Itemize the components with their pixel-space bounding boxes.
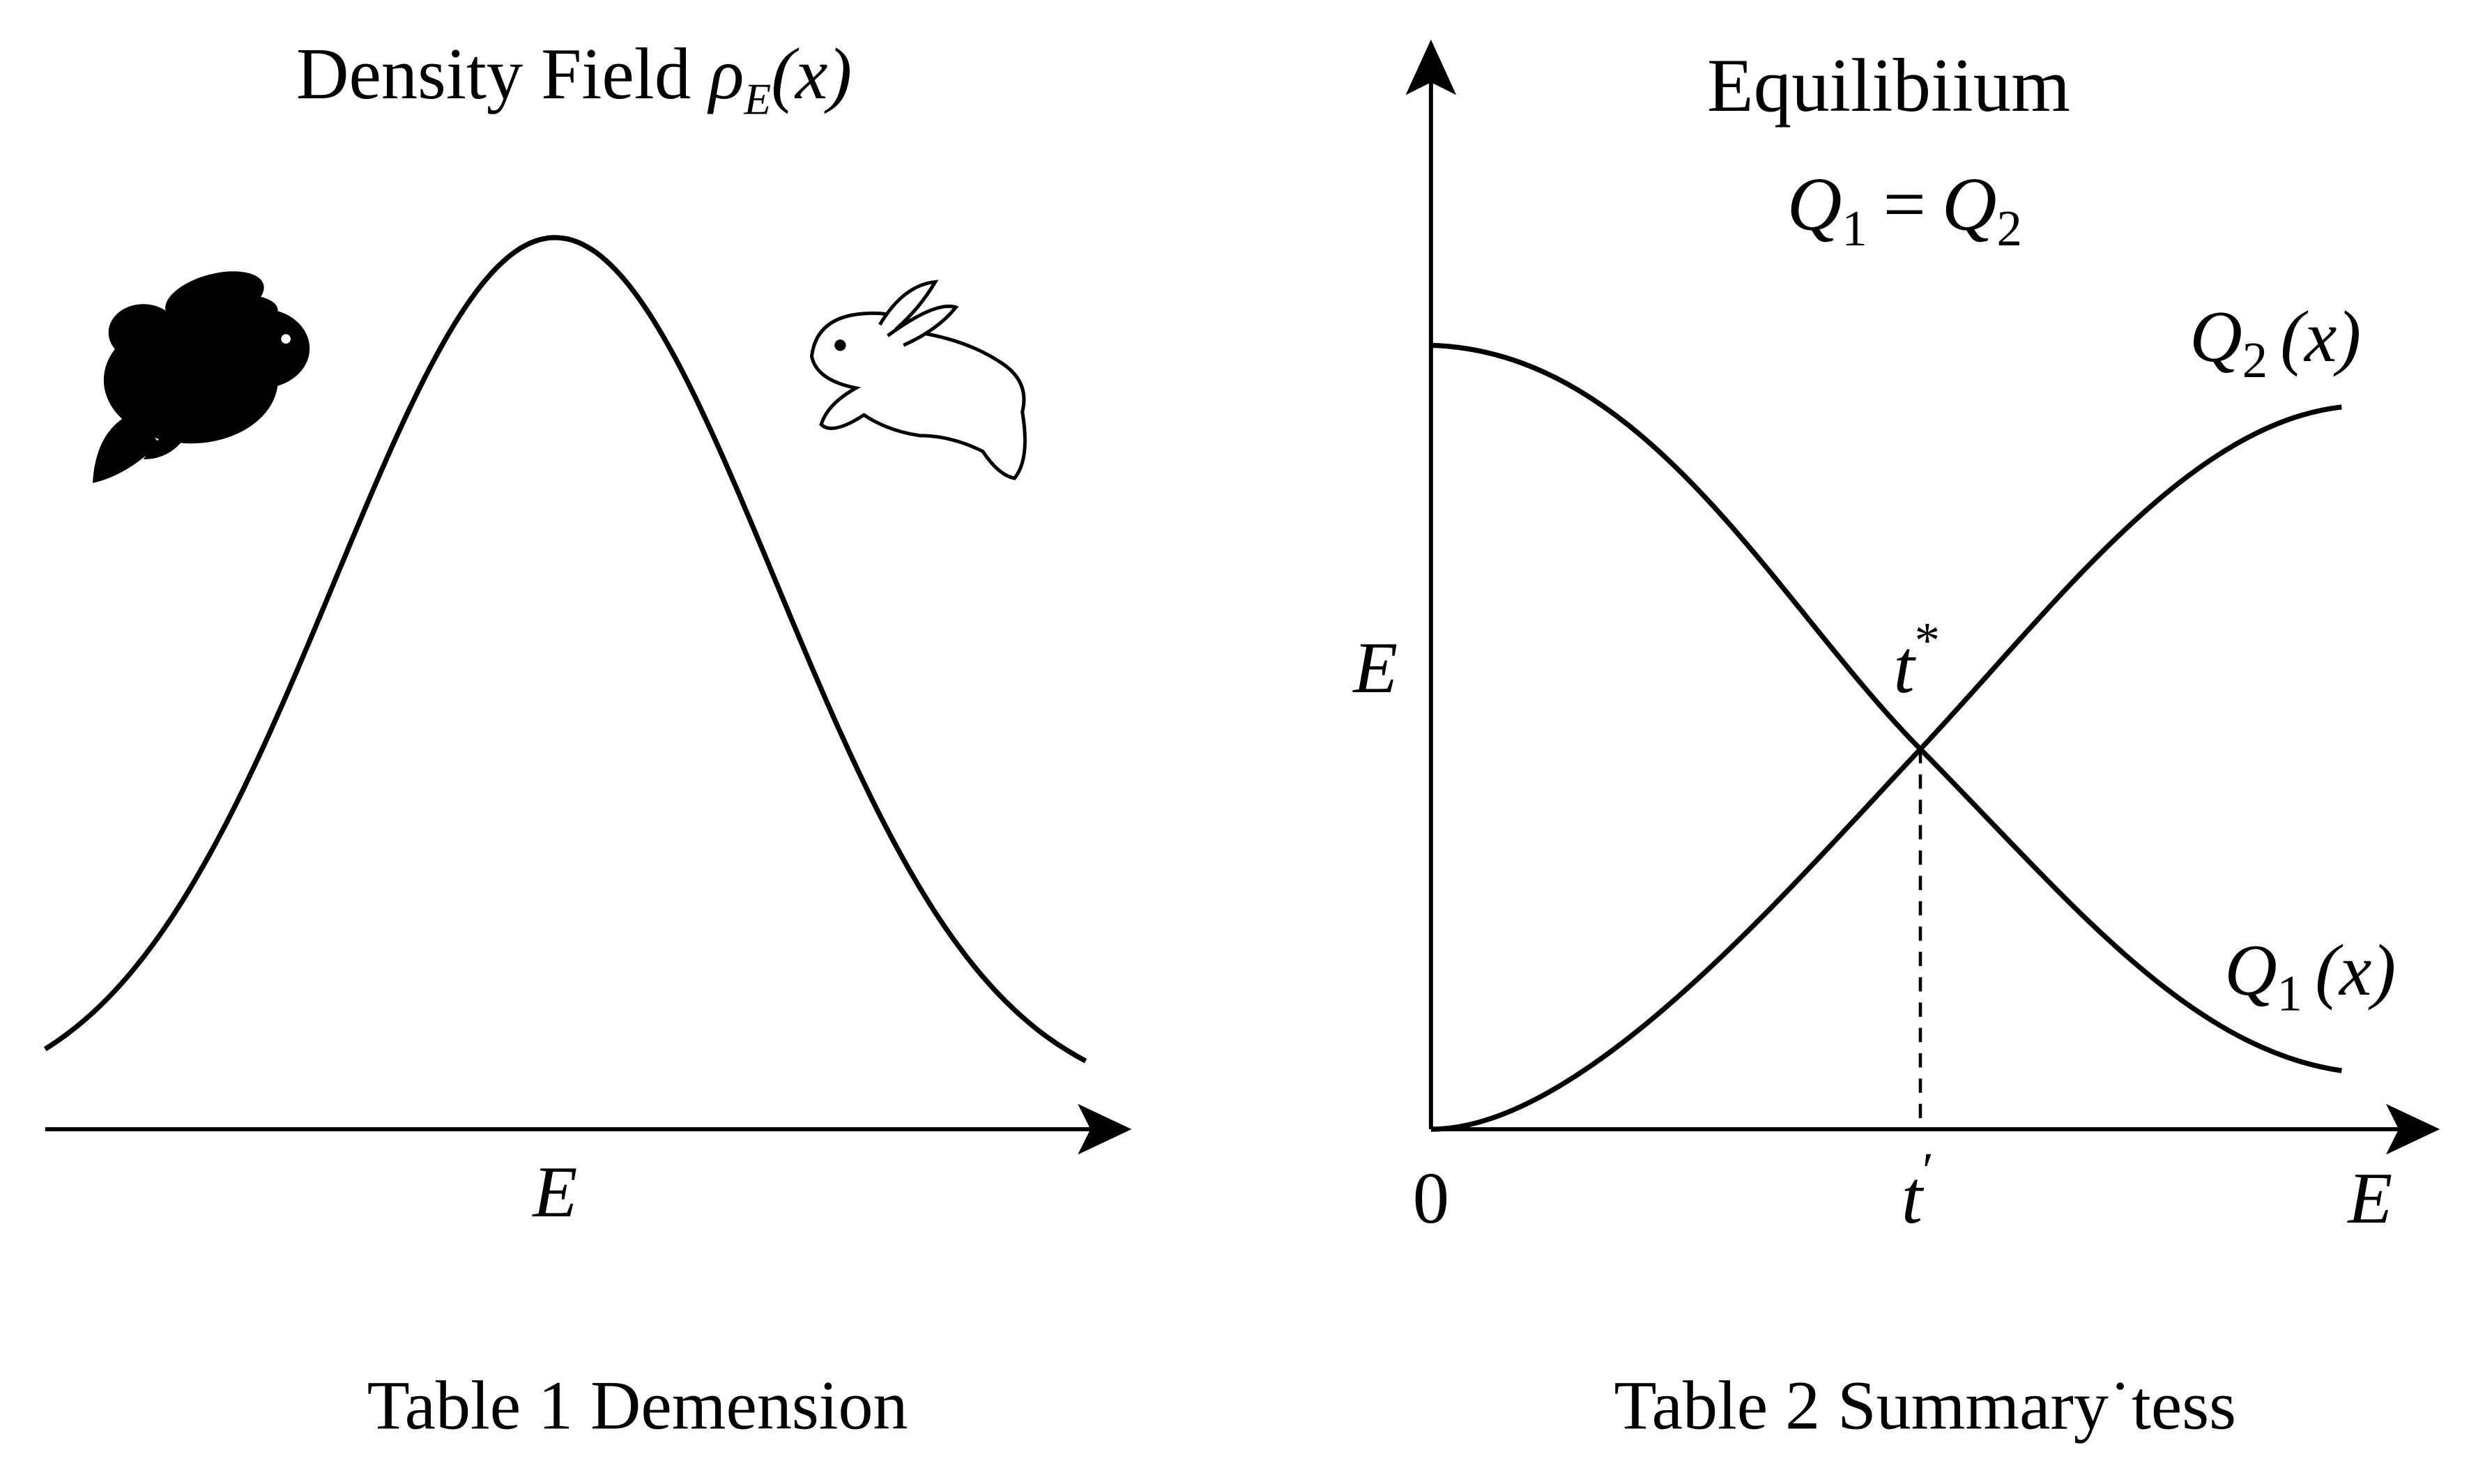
t-star-base: t xyxy=(1893,625,1916,709)
eq-rhs-sub: 2 xyxy=(1996,200,2021,257)
right-caption: Table 2 Summary˙tess xyxy=(1614,1366,2237,1444)
black-bunny xyxy=(92,271,310,484)
x-axis-arrow xyxy=(2385,1103,2440,1155)
q2-sub: 2 xyxy=(2242,332,2268,388)
q1-arg: (x) xyxy=(2315,930,2396,1011)
t-prime-base: t xyxy=(1902,1155,1925,1239)
y-axis-arrow xyxy=(1405,39,1457,95)
x-axis-label: E xyxy=(2346,1158,2392,1239)
density-curve xyxy=(43,235,1087,1064)
white-bunny xyxy=(809,280,1027,480)
q1-label: Q1 (x) xyxy=(2224,930,2396,1022)
left-title: Density Field ρE(x) xyxy=(296,33,852,124)
y-axis-label: E xyxy=(1352,627,1398,708)
origin-label: 0 xyxy=(1413,1158,1449,1239)
x-axis-arrow xyxy=(1078,1103,1132,1155)
x-tick-label: t′ xyxy=(1902,1142,1934,1239)
t-star-sup: * xyxy=(1915,612,1940,668)
t-prime-sup: ′ xyxy=(1922,1142,1934,1199)
intersection-label: t* xyxy=(1893,612,1940,709)
q2-label: Q2 (x) xyxy=(2189,296,2361,388)
x-axis-label: E xyxy=(531,1152,577,1232)
q1-base: Q xyxy=(2224,930,2277,1011)
eq-lhs-sub: 1 xyxy=(1842,200,1867,257)
right-title: Equilibiium xyxy=(1707,43,2070,128)
eq-rhs: Q xyxy=(1942,162,1997,246)
eq-sign: = xyxy=(1883,162,1927,246)
q1-sub: 1 xyxy=(2277,965,2302,1022)
title-text: Density Field xyxy=(296,33,691,114)
title-sub: E xyxy=(743,75,771,124)
q2-curve xyxy=(1430,404,2342,1132)
equation: Q1 = Q2 xyxy=(1787,162,2022,257)
eq-lhs: Q xyxy=(1787,162,1842,246)
left-caption: Table 1 Demension xyxy=(367,1366,908,1444)
title-math: ρ xyxy=(707,33,744,114)
q2-base: Q xyxy=(2189,296,2242,377)
left-panel: Density Field ρE(x) E Table 1 Demension xyxy=(43,33,1132,1444)
title-arg: (x) xyxy=(771,33,852,114)
q2-arg: (x) xyxy=(2280,296,2361,377)
right-panel: Equilibiium Q1 = Q2 Q2 (x) Q1 (x) t* E 0 t′ … xyxy=(1352,39,2440,1444)
q1-curve xyxy=(1430,342,2342,1073)
